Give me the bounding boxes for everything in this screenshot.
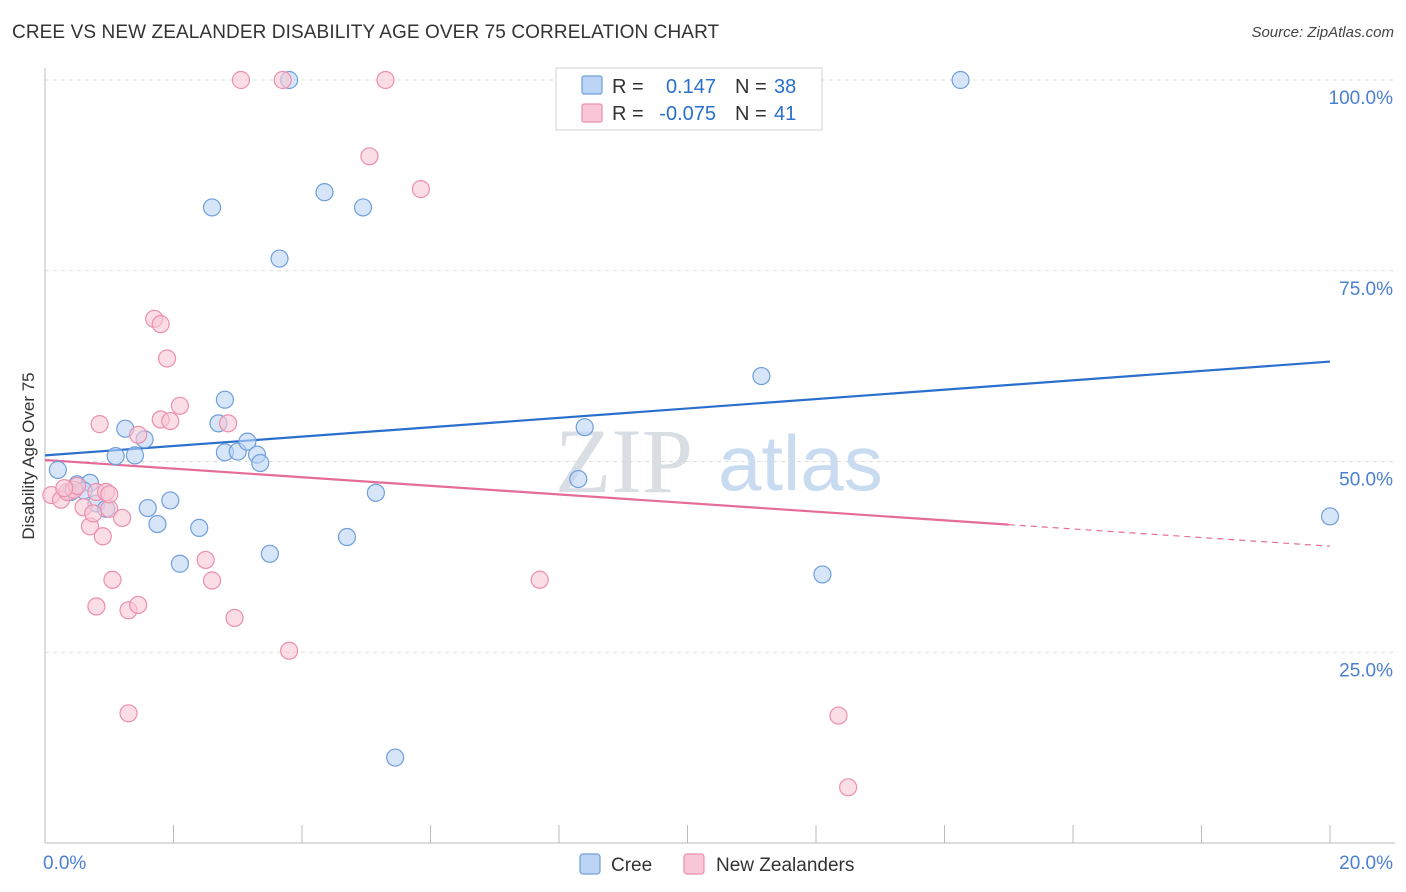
chart-title: CREE VS NEW ZEALANDER DISABILITY AGE OVE… xyxy=(12,22,720,43)
legend: R = 0.147 N = 38 R = -0.075 N = 41 xyxy=(555,67,823,131)
bottom-legend-label-cree: Cree xyxy=(611,855,652,876)
nz-point-30 xyxy=(273,70,292,90)
nz-point-18 xyxy=(129,425,148,444)
nz-point-25 xyxy=(196,550,215,570)
x-tick-label-max: 20.0% xyxy=(1339,853,1393,874)
nz-point-16 xyxy=(119,704,138,723)
legend-n-label-nz: N = xyxy=(735,103,767,125)
legend-n-label-cree: N = xyxy=(735,76,767,98)
bottom-legend-swatch-nz xyxy=(683,853,705,875)
nz-point-22 xyxy=(157,349,177,368)
x-tick-label-min: 0.0% xyxy=(43,853,86,874)
nz-point-23 xyxy=(161,411,180,431)
y-axis-title: Disability Age Over 75 xyxy=(19,372,38,539)
nz-point-14 xyxy=(112,508,132,528)
cree-point-10 xyxy=(148,514,167,534)
cree-point-33 xyxy=(813,565,832,584)
nz-point-28 xyxy=(225,608,244,628)
legend-n-value-cree: 38 xyxy=(774,76,796,98)
cree-point-19 xyxy=(238,432,257,451)
cree-point-21 xyxy=(251,453,270,473)
cree-point-34 xyxy=(951,70,970,90)
cree-point-31 xyxy=(575,418,594,437)
cree-point-25 xyxy=(315,183,334,202)
nz-point-26 xyxy=(202,571,222,590)
nz-point-29 xyxy=(231,70,251,90)
bottom-legend-label-nz: New Zealanders xyxy=(716,855,854,876)
cree-point-9 xyxy=(138,498,157,518)
y-tick-label-0: 25.0% xyxy=(1339,660,1393,681)
trend-line-1 xyxy=(44,458,1009,526)
cree-point-30 xyxy=(569,469,588,489)
nz-point-6 xyxy=(84,504,103,523)
cree-point-5 xyxy=(106,447,125,466)
legend-swatch-nz xyxy=(581,103,603,123)
data-points xyxy=(42,70,1340,797)
cree-point-12 xyxy=(170,554,190,573)
cree-point-32 xyxy=(752,366,771,386)
nz-point-31 xyxy=(280,641,299,660)
nz-point-39 xyxy=(55,479,74,498)
cree-point-0 xyxy=(48,460,67,479)
cree-point-7 xyxy=(125,446,145,465)
nz-point-34 xyxy=(411,180,430,199)
nz-point-27 xyxy=(219,414,238,433)
trend-line-dashed-1 xyxy=(1008,524,1331,547)
cree-point-17 xyxy=(215,390,234,409)
cree-point-14 xyxy=(202,198,222,217)
cree-point-35 xyxy=(1320,507,1340,526)
nz-point-9 xyxy=(87,597,106,616)
legend-r-label-nz: R = xyxy=(612,103,644,125)
y-tick-label-2: 75.0% xyxy=(1339,279,1393,300)
nz-point-35 xyxy=(530,570,549,589)
legend-r-label-cree: R = xyxy=(612,76,644,98)
nz-point-24 xyxy=(170,396,190,415)
cree-point-29 xyxy=(386,748,405,767)
trend-lines xyxy=(44,360,1331,547)
nz-point-8 xyxy=(93,527,112,546)
nz-point-17 xyxy=(129,595,148,615)
legend-n-value-nz: 41 xyxy=(774,103,796,125)
x-ticks xyxy=(173,825,1331,843)
nz-point-20 xyxy=(151,315,170,334)
bottom-legend: Cree New Zealanders xyxy=(579,853,854,876)
nz-point-10 xyxy=(90,415,109,434)
nz-point-36 xyxy=(829,706,848,725)
cree-point-11 xyxy=(161,491,180,510)
nz-point-40 xyxy=(100,485,119,504)
y-tick-label-3: 100.0% xyxy=(1329,88,1394,109)
cree-point-13 xyxy=(190,518,209,537)
legend-r-value-nz: -0.075 xyxy=(659,103,716,125)
axes xyxy=(44,68,1395,844)
nz-point-37 xyxy=(839,778,858,797)
watermark-atlas: atlas xyxy=(718,419,883,507)
cree-point-27 xyxy=(353,198,373,217)
nz-point-33 xyxy=(376,70,395,90)
y-tick-label-1: 50.0% xyxy=(1339,470,1393,491)
cree-point-23 xyxy=(270,249,289,268)
trend-line-0 xyxy=(44,360,1331,457)
gridlines xyxy=(45,79,1395,653)
cree-point-26 xyxy=(337,527,357,547)
y-tick-labels: 25.0% 50.0% 75.0% 100.0% xyxy=(1329,88,1394,681)
nz-point-13 xyxy=(103,570,122,589)
cree-point-22 xyxy=(260,544,279,563)
x-tick-labels: 0.0% 20.0% xyxy=(43,853,1393,874)
legend-r-value-cree: 0.147 xyxy=(666,76,716,98)
nz-point-32 xyxy=(360,147,379,166)
bottom-legend-swatch-cree xyxy=(579,853,601,875)
cree-point-28 xyxy=(366,483,385,502)
chart-source: Source: ZipAtlas.com xyxy=(1251,24,1394,41)
legend-swatch-cree xyxy=(581,75,603,95)
